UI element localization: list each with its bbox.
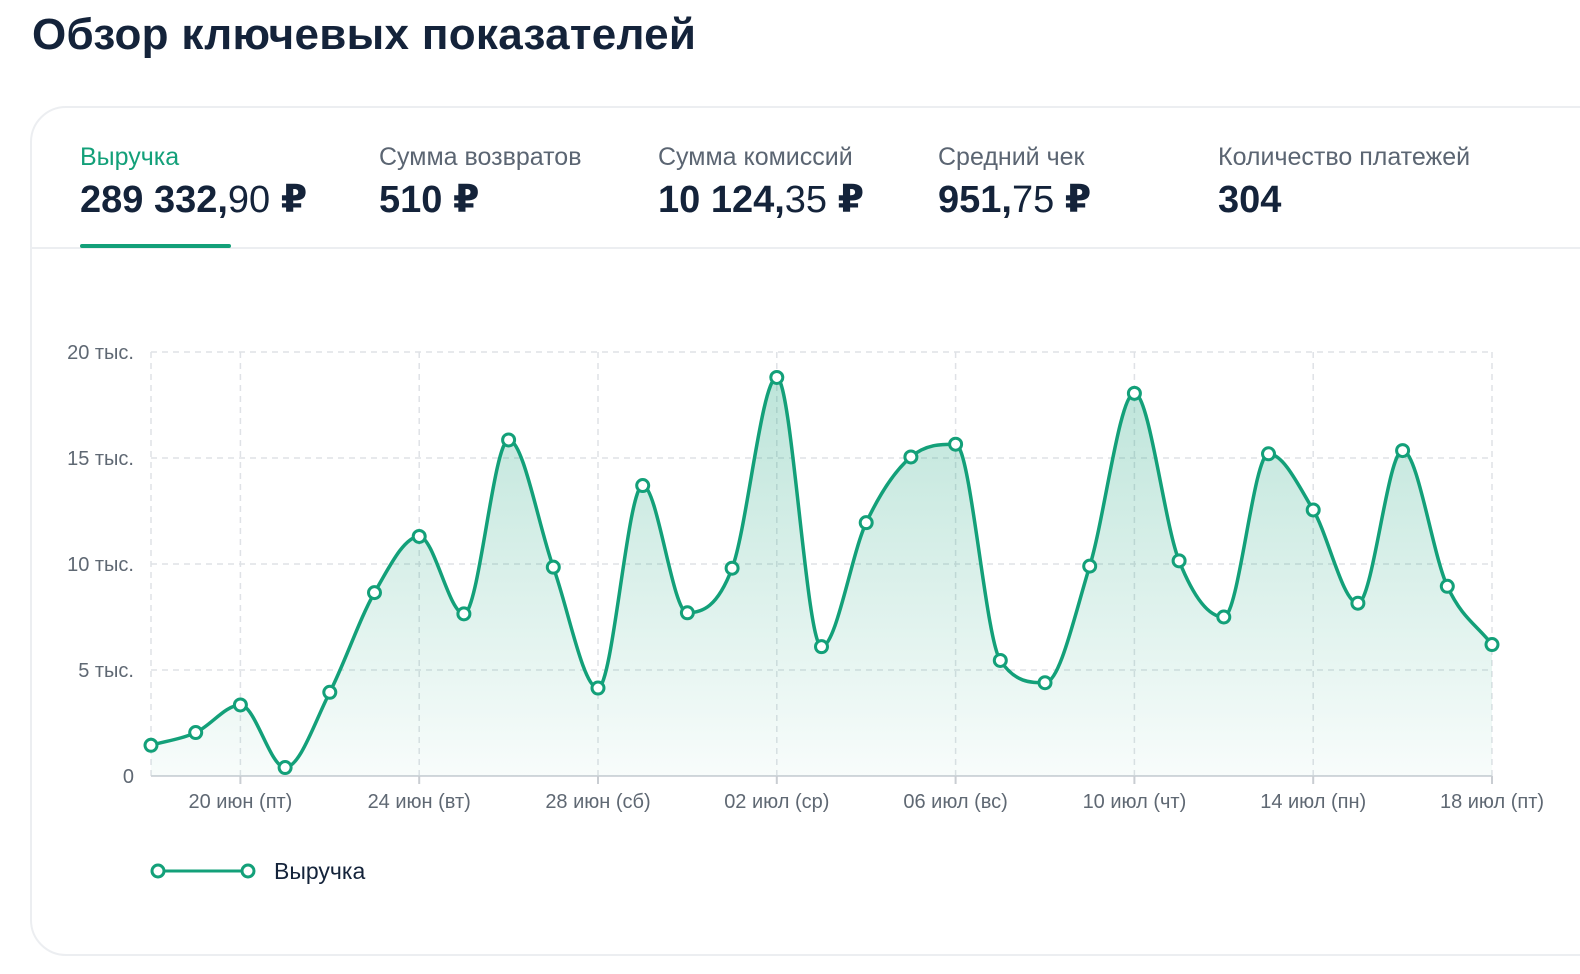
tab-revenue-label: Выручка [80,143,180,171]
data-point[interactable] [1305,502,1321,518]
page-title: Обзор ключевых показателей [32,10,697,59]
data-point[interactable] [1171,553,1187,569]
data-point[interactable] [1439,578,1455,594]
data-point[interactable] [769,369,785,385]
data-point[interactable] [679,605,695,621]
x-tick-label: 28 июн (сб) [545,791,650,813]
data-point[interactable] [1261,446,1276,462]
tab-revenue-value: 289 332,90 ₽ [80,179,308,221]
tab-average-check[interactable]: Средний чек 951,75 ₽ [938,142,1091,222]
x-tick-label: 18 июл (пт) [1440,791,1544,813]
y-tick-label: 15 тыс. [67,448,134,470]
chart-points [143,369,1500,776]
data-point[interactable] [1484,637,1500,653]
data-point[interactable] [1395,443,1411,459]
data-point[interactable] [1216,609,1232,625]
tabs-divider [32,247,1580,249]
tab-payments-count[interactable]: Количество платежей 304 [1218,142,1470,222]
y-tick-label: 20 тыс. [67,342,134,364]
data-point[interactable] [1126,385,1142,401]
series-area [151,377,1492,776]
data-point[interactable] [1037,675,1053,691]
y-tick-label: 0 [123,766,134,788]
data-point[interactable] [411,528,427,544]
data-point[interactable] [1350,595,1366,611]
x-tick-label: 20 июн (пт) [188,791,292,813]
legend-label: Выручка [274,857,366,884]
tab-revenue[interactable]: Выручка 289 332,90 ₽ [80,142,307,222]
data-point[interactable] [456,606,472,622]
data-point[interactable] [545,559,561,575]
tab-payments-count-label: Количество платежей [1218,143,1471,171]
x-tick-label: 06 июл (вс) [903,791,1007,813]
data-point[interactable] [143,737,159,753]
data-point[interactable] [188,725,204,741]
x-tick-label: 02 июл (ср) [724,791,829,813]
data-point[interactable] [635,478,651,494]
data-point[interactable] [858,515,874,531]
tab-refunds-label: Сумма возвратов [379,143,582,171]
data-point[interactable] [277,760,293,776]
x-tick-label: 14 июл (пн) [1260,791,1366,813]
tab-refunds-value: 510 ₽ [379,179,480,221]
data-point[interactable] [992,652,1008,668]
active-tab-indicator [80,244,231,248]
tab-commissions[interactable]: Сумма комиссий 10 124,35 ₽ [658,142,864,222]
data-point[interactable] [948,436,964,452]
tab-payments-count-value: 304 [1218,179,1282,221]
tab-refunds[interactable]: Сумма возвратов 510 ₽ [379,142,581,222]
data-point[interactable] [903,449,919,465]
data-point[interactable] [724,560,740,576]
data-point[interactable] [814,639,829,655]
y-tick-label: 5 тыс. [78,660,134,682]
tab-average-check-value: 951,75 ₽ [938,179,1092,221]
tab-commissions-label: Сумма комиссий [658,143,853,171]
x-tick-label: 24 июн (вт) [368,791,471,813]
y-tick-label: 10 тыс. [67,554,134,576]
chart-area [151,377,1492,776]
data-point[interactable] [590,680,606,696]
legend-line-icon [150,863,256,879]
tab-average-check-label: Средний чек [938,143,1085,171]
data-point[interactable] [232,697,248,713]
data-point[interactable] [322,684,338,700]
tab-commissions-value: 10 124,35 ₽ [658,179,865,221]
x-tick-label: 10 июл (чт) [1083,791,1187,813]
data-point[interactable] [501,432,517,448]
data-point[interactable] [367,585,382,601]
data-point[interactable] [1082,558,1098,574]
chart-legend[interactable]: Выручка [150,856,365,886]
